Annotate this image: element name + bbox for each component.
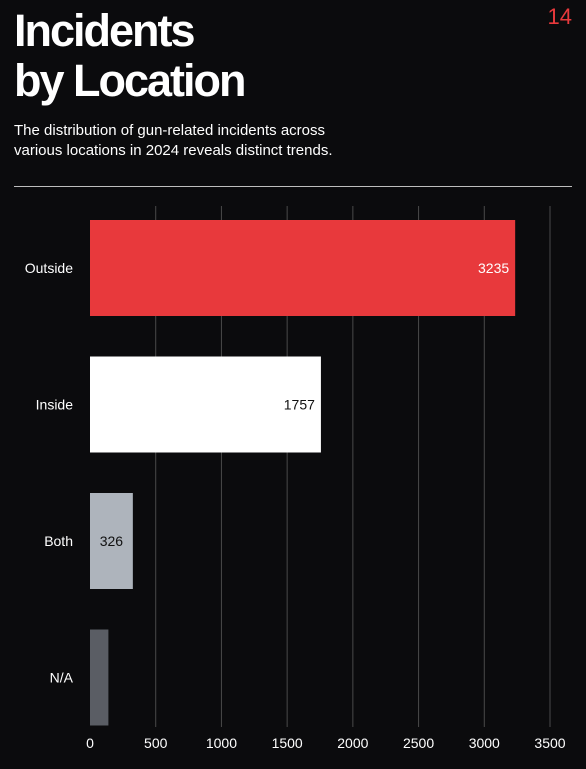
labels: Outside 3235 Inside 1757 Both 326 N/A 0 500 1000 1… bbox=[25, 260, 566, 751]
subtitle-line: The distribution of gun-related incident… bbox=[14, 122, 326, 139]
x-tick-label: 1500 bbox=[272, 735, 303, 751]
value-label: 1757 bbox=[284, 397, 315, 413]
bars bbox=[90, 220, 516, 726]
x-tick-label: 1000 bbox=[206, 735, 237, 751]
subtitle-line: various locations in 2024 reveals distin… bbox=[14, 142, 333, 159]
value-label: 3235 bbox=[478, 260, 509, 276]
x-tick-label: 500 bbox=[144, 735, 168, 751]
page-title: Incidents by Location bbox=[14, 5, 247, 106]
x-tick-label: 2000 bbox=[337, 735, 368, 751]
category-label: N/A bbox=[50, 670, 74, 686]
category-label: Inside bbox=[36, 397, 74, 413]
x-tick-label: 3000 bbox=[469, 735, 500, 751]
category-label: Outside bbox=[25, 260, 73, 276]
x-tick-label: 2500 bbox=[403, 735, 434, 751]
value-label: 326 bbox=[100, 533, 124, 549]
header-divider bbox=[14, 186, 572, 187]
page-number: 14 bbox=[547, 4, 572, 29]
x-tick-label: 3500 bbox=[534, 735, 565, 751]
x-tick-label: 0 bbox=[86, 735, 94, 751]
category-label: Both bbox=[44, 533, 73, 549]
title-line: Incidents bbox=[14, 5, 196, 56]
bar-both bbox=[90, 493, 133, 589]
page-subtitle: The distribution of gun-related incident… bbox=[14, 121, 434, 161]
bar-inside bbox=[90, 356, 321, 453]
title-line: by Location bbox=[14, 55, 247, 106]
bar-outside bbox=[90, 220, 516, 316]
bar-n-a bbox=[90, 629, 109, 726]
